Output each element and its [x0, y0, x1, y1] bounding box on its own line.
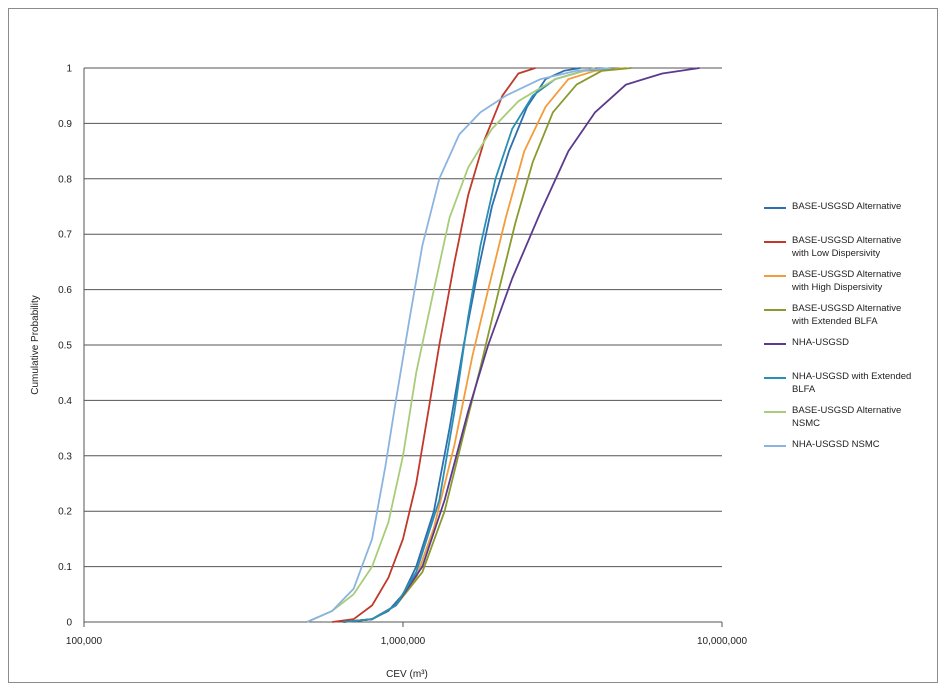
legend-swatch-1 — [764, 241, 786, 243]
x-tick-labels: 100,000 1,000,000 10,000,000 — [66, 636, 748, 647]
legend-label-0: BASE-USGSD Alternative — [792, 201, 902, 212]
series-line-7 — [306, 67, 612, 623]
y-tick-label-1: 0.1 — [58, 562, 72, 573]
x-tick-label-1: 1,000,000 — [381, 636, 426, 647]
legend-label-3: BASE-USGSD Alternative with Extended BLF… — [792, 303, 902, 327]
y-tick-label-8: 0.8 — [58, 174, 72, 185]
legend-item-7: NHA-USGSD NSMC — [764, 438, 944, 472]
y-tick-label-7: 0.7 — [58, 230, 72, 241]
y-tick-label-10: 1 — [66, 64, 72, 75]
series-lines — [306, 67, 700, 623]
legend: BASE-USGSD Alternative BASE-USGSD Alterna… — [764, 200, 944, 472]
legend-item-4: NHA-USGSD — [764, 336, 944, 370]
legend-item-3: BASE-USGSD Alternative with Extended BLF… — [764, 302, 944, 336]
legend-label-7: NHA-USGSD NSMC — [792, 439, 880, 450]
y-tick-label-9: 0.9 — [58, 119, 72, 130]
legend-swatch-7 — [764, 445, 786, 447]
series-line-6 — [306, 67, 596, 623]
y-tick-labels: 0 0.1 0.2 0.3 0.4 0.5 0.6 0.7 0.8 0.9 1 — [58, 64, 72, 629]
x-axis-title: CEV (m³) — [386, 669, 428, 680]
legend-label-6: BASE-USGSD Alternative NSMC — [792, 405, 902, 429]
legend-item-2: BASE-USGSD Alternative with High Dispers… — [764, 268, 944, 302]
legend-label-5: NHA-USGSD with Extended BLFA — [792, 371, 912, 395]
legend-swatch-2 — [764, 275, 786, 277]
legend-item-1: BASE-USGSD Alternative with Low Dispersi… — [764, 234, 944, 268]
legend-swatch-6 — [764, 411, 786, 413]
series-line-1 — [332, 67, 536, 623]
legend-item-6: BASE-USGSD Alternative NSMC — [764, 404, 944, 438]
legend-label-2: BASE-USGSD Alternative with High Dispers… — [792, 269, 902, 293]
y-tick-label-4: 0.4 — [58, 396, 72, 407]
legend-label-4: NHA-USGSD — [792, 337, 850, 348]
legend-swatch-5 — [764, 377, 786, 379]
y-tick-label-6: 0.6 — [58, 285, 72, 296]
x-tick-label-2: 10,000,000 — [697, 636, 747, 647]
y-tick-label-2: 0.2 — [58, 507, 72, 518]
legend-label-1: BASE-USGSD Alternative with Low Dispersi… — [792, 235, 902, 259]
legend-swatch-0 — [764, 207, 786, 209]
legend-item-0: BASE-USGSD Alternative — [764, 200, 944, 234]
y-tick-label-5: 0.5 — [58, 341, 72, 352]
y-tick-label-0: 0 — [66, 618, 72, 629]
legend-swatch-3 — [764, 309, 786, 311]
legend-swatch-4 — [764, 343, 786, 345]
legend-item-5: NHA-USGSD with Extended BLFA — [764, 370, 944, 404]
y-axis-title: Cumulative Probability — [30, 295, 41, 395]
axes — [83, 68, 723, 627]
x-tick-label-0: 100,000 — [66, 636, 103, 647]
y-tick-label-3: 0.3 — [58, 451, 72, 462]
